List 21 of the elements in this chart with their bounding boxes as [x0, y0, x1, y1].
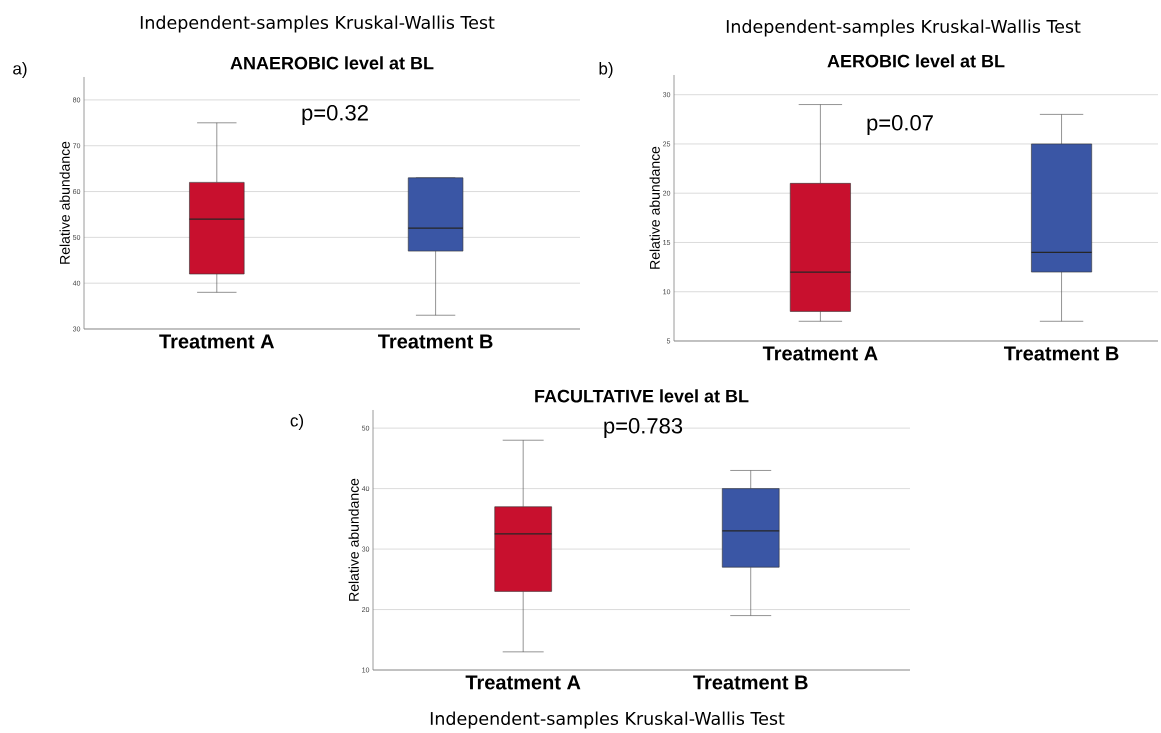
annotation: p=0.07	[867, 115, 933, 135]
x-tick-label: Treatment A	[159, 334, 275, 349]
text: a)	[13, 62, 27, 78]
x-tick-label: Treatment B	[378, 334, 493, 349]
annotation: p=0.32	[302, 105, 368, 125]
y-axis-title: Relative abundance	[59, 141, 70, 264]
x-tick-label: Treatment A	[465, 675, 581, 690]
x-tick-label: Treatment B	[693, 675, 808, 690]
chart-title: FACULTATIVE level at BL	[535, 389, 749, 403]
text: c)	[290, 414, 304, 430]
x-tick-label: Treatment B	[1003, 346, 1119, 361]
chart-subtitle: Independent-samples Kruskal-Wallis Test	[140, 15, 495, 33]
annotation: p=0.783	[604, 418, 683, 438]
chart-title: ANAEROBIC level at BL	[230, 56, 434, 70]
y-axis-title: Relative abundance	[649, 146, 660, 269]
x-tick-label: Treatment A	[762, 346, 878, 361]
text: Independent-samples Kruskal-Wallis Test	[430, 711, 785, 729]
text: b)	[599, 62, 613, 78]
y-axis-title: Relative abundance	[348, 478, 359, 601]
chart-subtitle: Independent-samples Kruskal-Wallis Test	[726, 19, 1081, 37]
chart-title: AEROBIC level at BL	[827, 54, 1005, 68]
